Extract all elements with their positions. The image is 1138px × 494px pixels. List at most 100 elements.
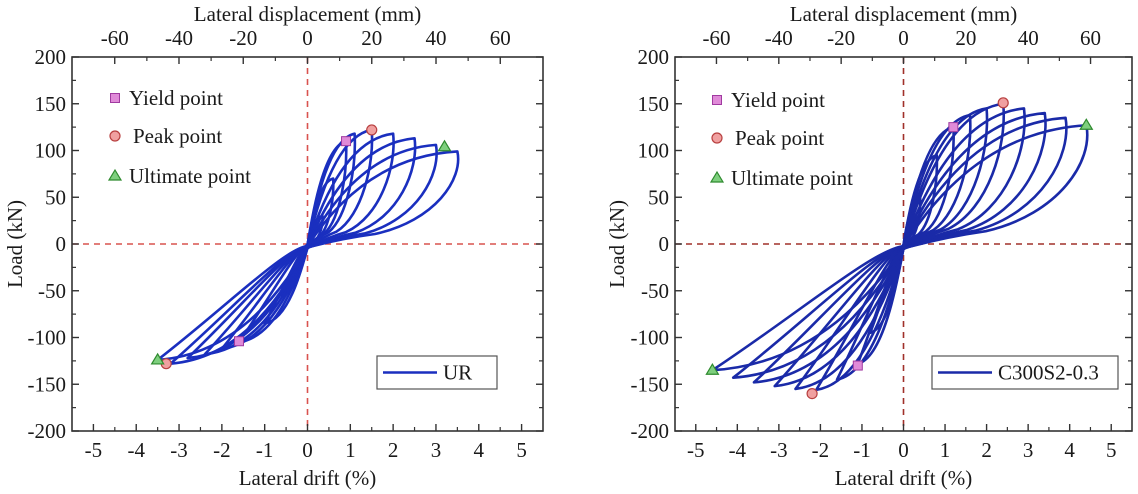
hysteresis-curves xyxy=(156,128,460,365)
y-tick-label: -50 xyxy=(641,279,669,303)
x2-tick-label: 60 xyxy=(1080,26,1101,50)
hysteresis-loop xyxy=(731,116,1068,380)
x-tick-label: -1 xyxy=(853,438,871,462)
peak-point-marker xyxy=(806,388,818,400)
y-tick-label: -50 xyxy=(38,279,66,303)
x2-tick-label: 40 xyxy=(1018,26,1039,50)
legend-peak-label: Peak point xyxy=(735,126,824,150)
hysteresis-loop xyxy=(711,123,1089,372)
y-tick-label: 50 xyxy=(45,185,66,209)
x-tick-label: -4 xyxy=(127,438,145,462)
y-tick-label: 150 xyxy=(638,92,670,116)
x-tick-label: 4 xyxy=(1064,438,1075,462)
hysteresis-loop xyxy=(794,102,1006,391)
x2-tick-label: -40 xyxy=(165,26,193,50)
x-tick-label: -4 xyxy=(729,438,747,462)
points-legend: Yield point Peak point Ultimate point xyxy=(107,86,251,188)
yield-point-marker xyxy=(948,122,959,133)
hysteresis-loop xyxy=(156,150,460,362)
x-tick-label: 3 xyxy=(1023,438,1034,462)
x2-axis-title: Lateral displacement (mm) xyxy=(194,2,421,26)
x-tick-label: 0 xyxy=(302,438,313,462)
x-tick-label: 1 xyxy=(345,438,356,462)
y-tick-label: -100 xyxy=(28,326,67,350)
legend-yield-label: Yield point xyxy=(731,88,825,112)
x-tick-label: 2 xyxy=(388,438,399,462)
x2-tick-label: 0 xyxy=(302,26,313,50)
x2-tick-label: 60 xyxy=(490,26,511,50)
yield-point-marker xyxy=(233,336,244,347)
y-tick-label: -150 xyxy=(28,372,67,396)
x-tick-label: 5 xyxy=(1106,438,1117,462)
x2-tick-label: -20 xyxy=(827,26,855,50)
legend-yield-label: Yield point xyxy=(129,86,223,110)
x-tick-label: 3 xyxy=(431,438,442,462)
hysteresis-loop xyxy=(835,113,972,381)
yield-point-marker xyxy=(852,360,863,371)
y-tick-label: 0 xyxy=(659,232,670,256)
x-tick-label: 1 xyxy=(940,438,951,462)
x2-tick-label: 20 xyxy=(361,26,382,50)
x-tick-label: -5 xyxy=(85,438,103,462)
hysteresis-loop xyxy=(773,107,1026,388)
y-axis-title: Load (kN) xyxy=(3,200,27,288)
legend-ultimate-icon xyxy=(709,170,725,183)
x-axis-title: Lateral drift (%) xyxy=(239,466,377,490)
hysteresis-loop xyxy=(814,107,989,392)
chart-right-c300s2: -5 -4 -3 -2 -1 0 1 2 3 4 5-60 -40 -20 0 20 40 60-200-150… xyxy=(605,2,1133,490)
x-tick-label: -2 xyxy=(812,438,830,462)
x-tick-label: -5 xyxy=(687,438,705,462)
chart-left-ur: -5 -4 -3 -2 -1 0 1 2 3 4 5-60 -40 -20 0 20 40 60-200-150… xyxy=(3,2,544,490)
y-tick-label: -100 xyxy=(631,326,670,350)
legend-peak-icon xyxy=(109,130,121,142)
x2-tick-label: -60 xyxy=(702,26,730,50)
series-legend: C300S2-0.3 xyxy=(931,355,1119,390)
y-tick-label: -200 xyxy=(631,419,670,443)
series-legend-label: UR xyxy=(443,361,472,385)
legend-ultimate-label: Ultimate point xyxy=(731,166,853,190)
yield-point-marker xyxy=(341,136,352,147)
x-tick-label: 5 xyxy=(516,438,527,462)
y-tick-label: 0 xyxy=(56,232,67,256)
ultimate-point-marker xyxy=(705,363,720,375)
x2-tick-label: -60 xyxy=(101,26,129,50)
y-axis-title: Load (kN) xyxy=(605,200,629,288)
x2-tick-label: -20 xyxy=(229,26,257,50)
series-legend-label: C300S2-0.3 xyxy=(998,361,1099,385)
x2-tick-label: 20 xyxy=(955,26,976,50)
ultimate-point-marker xyxy=(1079,118,1094,130)
x-tick-label: -1 xyxy=(256,438,274,462)
peak-point-marker xyxy=(997,97,1009,109)
ultimate-point-marker xyxy=(437,139,452,152)
legend-ultimate-icon xyxy=(107,168,123,181)
x-tick-label: 2 xyxy=(981,438,992,462)
hysteresis-loop xyxy=(752,111,1047,384)
series-legend: UR xyxy=(376,355,498,390)
x-tick-label: 0 xyxy=(898,438,909,462)
x2-tick-label: -40 xyxy=(765,26,793,50)
y-tick-label: 50 xyxy=(648,185,669,209)
y-tick-label: 150 xyxy=(35,92,67,116)
x-axis-title: Lateral drift (%) xyxy=(835,466,973,490)
y-tick-label: 200 xyxy=(35,45,67,69)
y-tick-label: 200 xyxy=(638,45,670,69)
legend-yield-icon xyxy=(712,95,722,105)
y-tick-label: 100 xyxy=(35,139,67,163)
x2-axis-title: Lateral displacement (mm) xyxy=(790,2,1017,26)
y-tick-label: -200 xyxy=(28,419,67,443)
y-tick-label: 100 xyxy=(638,139,670,163)
x-tick-label: 4 xyxy=(474,438,485,462)
legend-peak-icon xyxy=(711,132,723,144)
points-legend: Yield point Peak point Ultimate point xyxy=(709,88,853,190)
y-tick-label: -150 xyxy=(631,372,670,396)
x-tick-label: -3 xyxy=(170,438,188,462)
legend-ultimate-label: Ultimate point xyxy=(129,164,251,188)
legend-peak-label: Peak point xyxy=(133,124,222,148)
x2-tick-label: 40 xyxy=(426,26,447,50)
legend-yield-icon xyxy=(110,93,120,103)
x-tick-label: -2 xyxy=(213,438,231,462)
ultimate-point-marker xyxy=(150,352,165,365)
peak-point-marker xyxy=(366,124,378,136)
x2-tick-label: 0 xyxy=(898,26,909,50)
x-tick-label: -3 xyxy=(770,438,788,462)
